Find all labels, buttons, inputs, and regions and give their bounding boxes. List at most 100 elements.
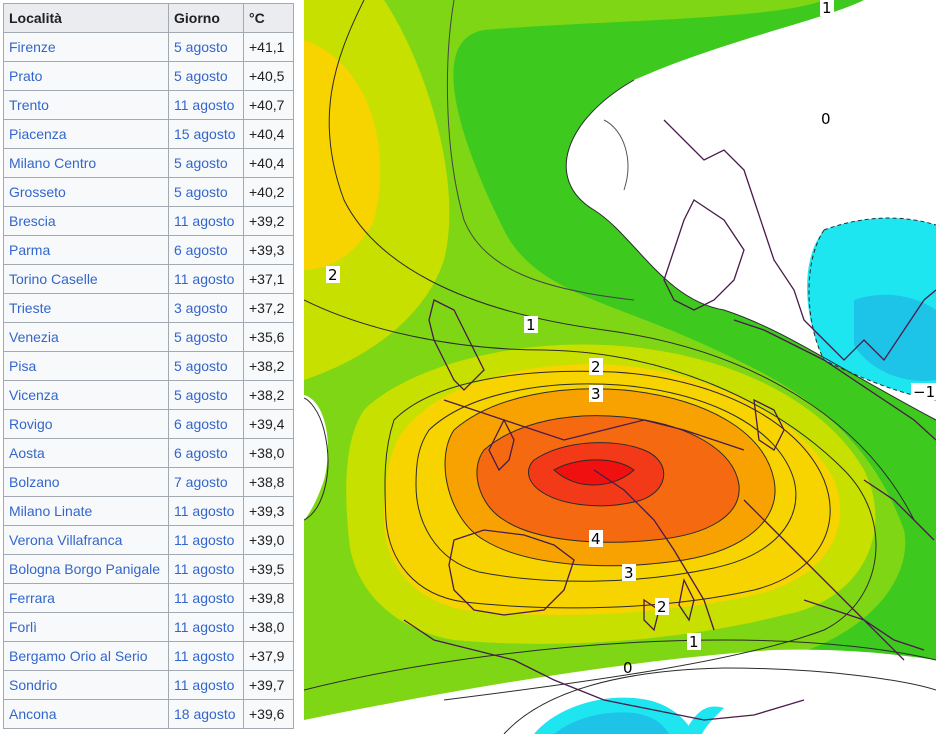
cell-giorno[interactable]: 6 agosto — [168, 409, 244, 439]
table-row: Aosta 6 agosto +38,0 — [3, 438, 294, 468]
table-row: Milano Centro 5 agosto +40,4 — [3, 148, 294, 178]
cell-giorno[interactable]: 5 agosto — [168, 177, 244, 207]
cell-temperature: +39,5 — [243, 554, 294, 584]
cell-giorno[interactable]: 5 agosto — [168, 148, 244, 178]
cell-giorno[interactable]: 11 agosto — [168, 264, 244, 294]
cell-temperature: +38,0 — [243, 438, 294, 468]
cell-giorno[interactable]: 11 agosto — [168, 583, 244, 613]
contour-label: 1 — [526, 316, 536, 334]
cell-localita[interactable]: Bologna Borgo Panigale — [3, 554, 169, 584]
cell-localita[interactable]: Forlì — [3, 612, 169, 642]
contour-label: 3 — [624, 564, 634, 582]
header-temperature[interactable]: °C — [243, 3, 294, 33]
table-row: Vicenza 5 agosto +38,2 — [3, 380, 294, 410]
cell-temperature: +40,2 — [243, 177, 294, 207]
cell-giorno[interactable]: 6 agosto — [168, 438, 244, 468]
table-row: Bologna Borgo Panigale 11 agosto +39,5 — [3, 554, 294, 584]
table-row: Ferrara 11 agosto +39,8 — [3, 583, 294, 613]
header-localita[interactable]: Località — [3, 3, 169, 33]
cell-temperature: +39,0 — [243, 525, 294, 555]
contour-label: 0 — [623, 659, 633, 677]
cell-localita[interactable]: Aosta — [3, 438, 169, 468]
table-row: Prato 5 agosto +40,5 — [3, 61, 294, 91]
cell-localita[interactable]: Trieste — [3, 293, 169, 323]
cell-temperature: +40,5 — [243, 61, 294, 91]
cell-temperature: +38,2 — [243, 380, 294, 410]
cell-localita[interactable]: Piacenza — [3, 119, 169, 149]
cell-giorno[interactable]: 11 agosto — [168, 496, 244, 526]
cell-giorno[interactable]: 5 agosto — [168, 351, 244, 381]
contour-label: 1 — [822, 0, 832, 17]
cell-localita[interactable]: Bergamo Orio al Serio — [3, 641, 169, 671]
table-row: Sondrio 11 agosto +39,7 — [3, 670, 294, 700]
table-row: Forlì 11 agosto +38,0 — [3, 612, 294, 642]
cell-localita[interactable]: Vicenza — [3, 380, 169, 410]
cell-localita[interactable]: Grosseto — [3, 177, 169, 207]
cell-giorno[interactable]: 15 agosto — [168, 119, 244, 149]
cell-temperature: +38,8 — [243, 467, 294, 497]
cell-localita[interactable]: Ancona — [3, 699, 169, 729]
cell-temperature: +40,4 — [243, 148, 294, 178]
table-header-row: Località Giorno °C — [3, 3, 294, 33]
contour-label: 1 — [689, 633, 699, 651]
cell-temperature: +39,2 — [243, 206, 294, 236]
contour-label: 2 — [591, 358, 601, 376]
table-row: Bergamo Orio al Serio 11 agosto +37,9 — [3, 641, 294, 671]
cell-localita[interactable]: Torino Caselle — [3, 264, 169, 294]
cell-temperature: +39,3 — [243, 496, 294, 526]
cell-localita[interactable]: Milano Linate — [3, 496, 169, 526]
table-row: Pisa 5 agosto +38,2 — [3, 351, 294, 381]
cell-giorno[interactable]: 5 agosto — [168, 322, 244, 352]
cell-giorno[interactable]: 11 agosto — [168, 670, 244, 700]
cell-temperature: +39,6 — [243, 699, 294, 729]
cell-localita[interactable]: Bolzano — [3, 467, 169, 497]
cell-localita[interactable]: Firenze — [3, 32, 169, 62]
cell-localita[interactable]: Venezia — [3, 322, 169, 352]
contour-label: −1 — [913, 383, 935, 401]
cell-localita[interactable]: Pisa — [3, 351, 169, 381]
contour-lines — [304, 0, 936, 734]
table-row: Parma 6 agosto +39,3 — [3, 235, 294, 265]
cell-giorno[interactable]: 5 agosto — [168, 61, 244, 91]
cell-giorno[interactable]: 5 agosto — [168, 32, 244, 62]
table-row: Trieste 3 agosto +37,2 — [3, 293, 294, 323]
cell-giorno[interactable]: 5 agosto — [168, 380, 244, 410]
cell-giorno[interactable]: 6 agosto — [168, 235, 244, 265]
cell-localita[interactable]: Rovigo — [3, 409, 169, 439]
table-row: Firenze 5 agosto +41,1 — [3, 32, 294, 62]
cell-temperature: +38,0 — [243, 612, 294, 642]
cell-localita[interactable]: Ferrara — [3, 583, 169, 613]
cell-localita[interactable]: Brescia — [3, 206, 169, 236]
cell-localita[interactable]: Prato — [3, 61, 169, 91]
temperature-anomaly-map: 1 0 2 1 2 3 4 3 2 1 0 −1 — [304, 0, 936, 734]
contour-labels: 1 0 2 1 2 3 4 3 2 1 0 −1 — [326, 0, 936, 677]
cell-giorno[interactable]: 11 agosto — [168, 554, 244, 584]
cell-localita[interactable]: Trento — [3, 90, 169, 120]
temperature-records-table-panel: Località Giorno °C Firenze 5 agosto +41,1 P… — [0, 0, 304, 734]
cell-temperature: +40,7 — [243, 90, 294, 120]
cell-giorno[interactable]: 7 agosto — [168, 467, 244, 497]
cell-localita[interactable]: Verona Villafranca — [3, 525, 169, 555]
cell-localita[interactable]: Milano Centro — [3, 148, 169, 178]
cell-giorno[interactable]: 3 agosto — [168, 293, 244, 323]
table-row: Brescia 11 agosto +39,2 — [3, 206, 294, 236]
table-row: Ancona 18 agosto +39,6 — [3, 699, 294, 729]
cell-giorno[interactable]: 11 agosto — [168, 641, 244, 671]
cell-temperature: +35,6 — [243, 322, 294, 352]
coastlines — [403, 119, 936, 721]
cell-localita[interactable]: Parma — [3, 235, 169, 265]
cell-giorno[interactable]: 11 agosto — [168, 206, 244, 236]
cell-temperature: +40,4 — [243, 119, 294, 149]
cell-giorno[interactable]: 18 agosto — [168, 699, 244, 729]
header-giorno[interactable]: Giorno — [168, 3, 244, 33]
cell-temperature: +37,9 — [243, 641, 294, 671]
table-row: Grosseto 5 agosto +40,2 — [3, 177, 294, 207]
cell-localita[interactable]: Sondrio — [3, 670, 169, 700]
contour-label: 3 — [591, 385, 601, 403]
cell-giorno[interactable]: 11 agosto — [168, 90, 244, 120]
table-row: Venezia 5 agosto +35,6 — [3, 322, 294, 352]
table-row: Bolzano 7 agosto +38,8 — [3, 467, 294, 497]
cell-temperature: +37,2 — [243, 293, 294, 323]
cell-giorno[interactable]: 11 agosto — [168, 612, 244, 642]
cell-giorno[interactable]: 11 agosto — [168, 525, 244, 555]
